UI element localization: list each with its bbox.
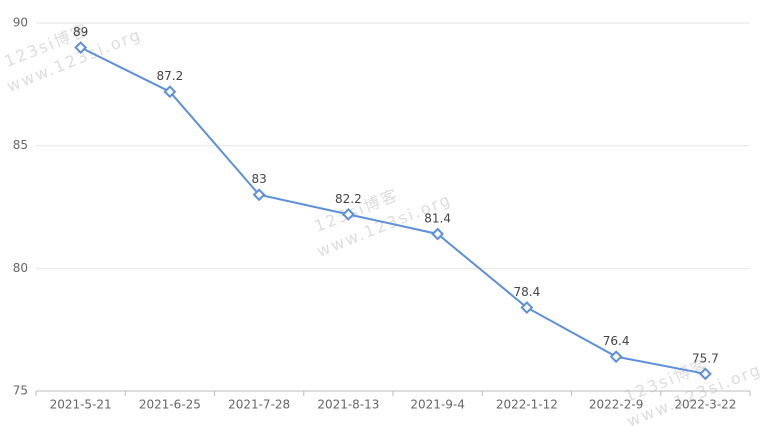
x-tick-label: 2021-8-13 [317,398,379,412]
data-label: 75.7 [692,351,719,365]
point [341,207,355,221]
point [431,227,445,241]
point [609,350,623,364]
y-tick-label: 75 [13,384,28,398]
x-tick-label: 2021-5-21 [50,398,112,412]
x-tick-label: 2021-9-4 [410,398,464,412]
x-tick-label: 2022-2-9 [589,398,643,412]
point [163,85,177,99]
data-label: 81.4 [424,211,451,225]
point [520,301,534,315]
data-label: 83 [251,172,266,186]
data-label: 87.2 [157,69,184,83]
data-label: 89 [73,25,88,39]
y-tick-label: 85 [13,138,28,152]
data-label: 78.4 [514,285,541,299]
line [80,46,706,375]
point [698,367,712,381]
x-tick-label: 2021-6-25 [139,398,201,412]
point [74,41,88,54]
x-tick-label: 2022-1-12 [496,398,558,412]
x-tick-label: 2021-7-28 [228,398,290,412]
data-label: 82.2 [335,192,362,206]
data-label: 76.4 [603,334,630,348]
x-tick-label: 2022-3-22 [674,398,736,412]
point [252,188,266,202]
y-tick-label: 90 [13,16,28,30]
y-tick-label: 80 [13,261,28,275]
